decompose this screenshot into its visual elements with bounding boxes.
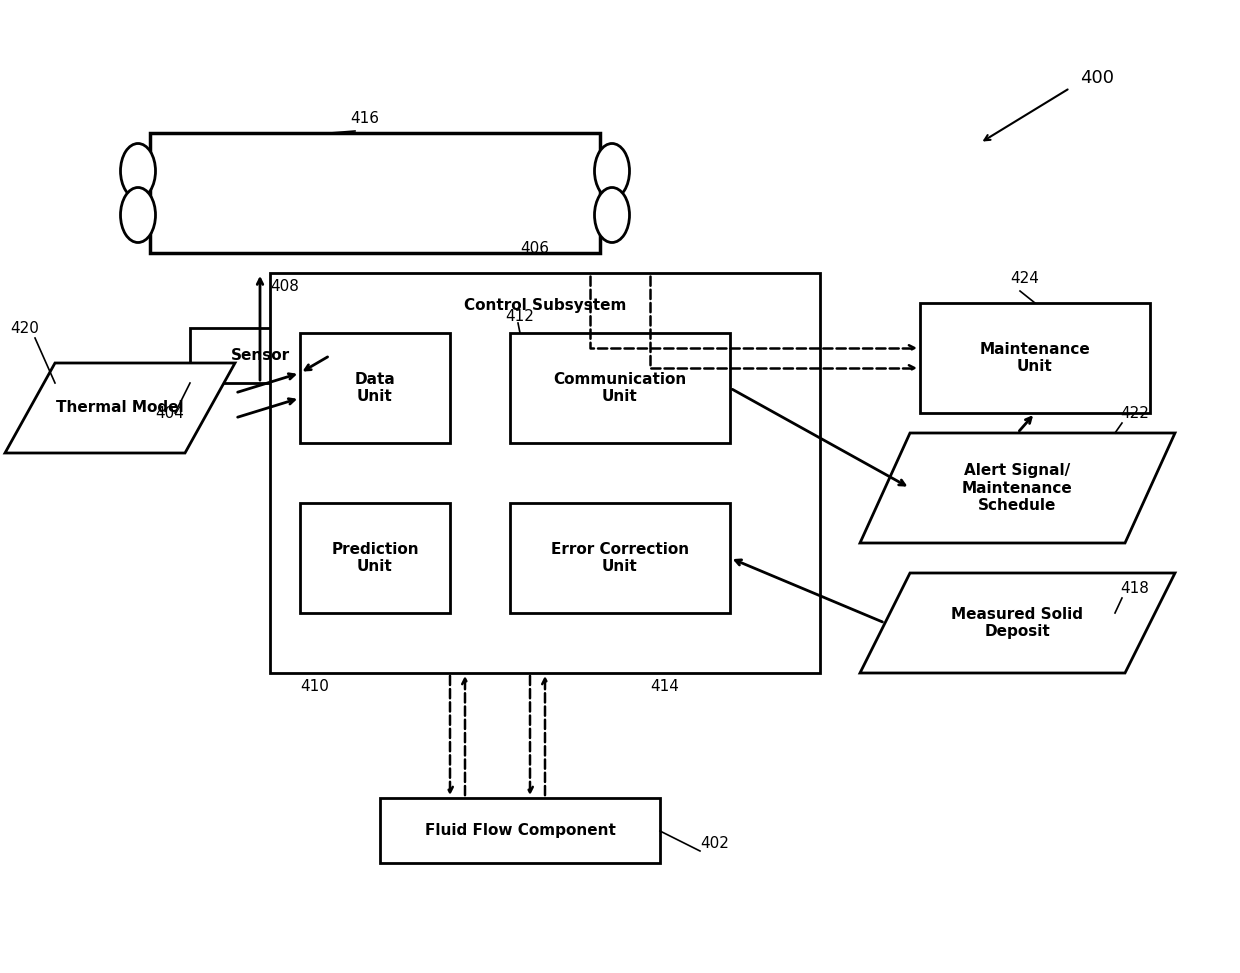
Text: 402: 402 [701, 836, 729, 851]
FancyBboxPatch shape [300, 503, 450, 613]
FancyBboxPatch shape [510, 503, 730, 613]
Ellipse shape [120, 143, 155, 198]
Ellipse shape [594, 143, 630, 198]
Text: Fluid Flow Component: Fluid Flow Component [424, 823, 615, 838]
Text: 404: 404 [155, 406, 184, 421]
Text: Communication
Unit: Communication Unit [553, 372, 687, 404]
Text: Error Correction
Unit: Error Correction Unit [551, 542, 689, 574]
Bar [150, 133, 600, 253]
Text: 418: 418 [1120, 581, 1149, 596]
Text: 416: 416 [350, 111, 379, 126]
Text: Sensor: Sensor [231, 348, 290, 363]
Text: 422: 422 [1120, 406, 1149, 421]
Text: 414: 414 [650, 679, 678, 694]
Text: 408: 408 [270, 279, 299, 294]
Text: Control Subsystem: Control Subsystem [464, 298, 626, 313]
FancyBboxPatch shape [300, 333, 450, 443]
Text: 400: 400 [1080, 69, 1114, 87]
FancyBboxPatch shape [920, 303, 1149, 413]
Text: 420: 420 [10, 321, 38, 336]
FancyBboxPatch shape [510, 333, 730, 443]
Text: 412: 412 [505, 309, 534, 324]
Ellipse shape [120, 188, 155, 242]
Text: Data
Unit: Data Unit [355, 372, 396, 404]
Text: 424: 424 [1011, 271, 1039, 286]
Text: Alert Signal/
Maintenance
Schedule: Alert Signal/ Maintenance Schedule [962, 463, 1073, 513]
FancyBboxPatch shape [270, 273, 820, 673]
Text: Prediction
Unit: Prediction Unit [331, 542, 419, 574]
FancyBboxPatch shape [190, 328, 330, 383]
Text: 406: 406 [520, 241, 549, 256]
Text: Measured Solid
Deposit: Measured Solid Deposit [951, 607, 1084, 639]
Text: 410: 410 [300, 679, 329, 694]
Polygon shape [861, 433, 1176, 543]
Polygon shape [861, 573, 1176, 673]
Text: Maintenance
Unit: Maintenance Unit [980, 342, 1090, 375]
Polygon shape [5, 363, 236, 453]
Text: Thermal Model: Thermal Model [56, 401, 184, 415]
Ellipse shape [594, 188, 630, 242]
FancyBboxPatch shape [379, 798, 660, 863]
